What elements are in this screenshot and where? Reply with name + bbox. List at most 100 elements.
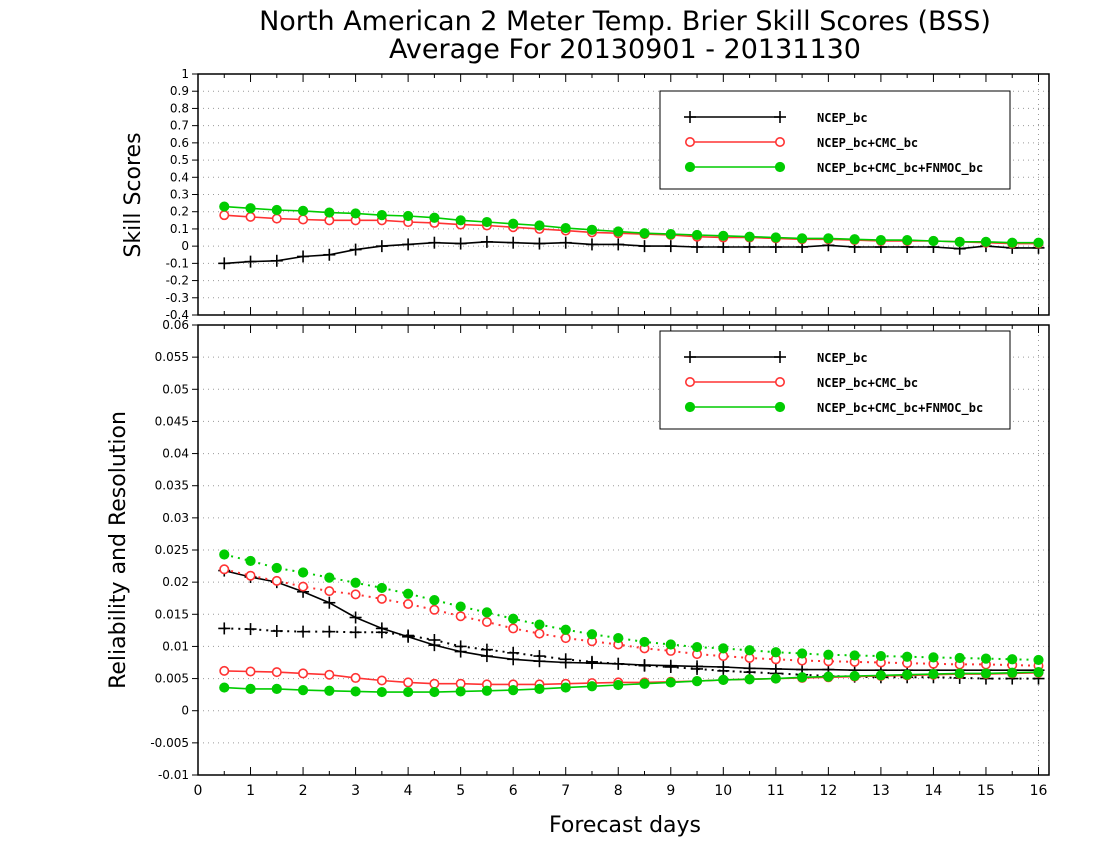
bottom-y-tick-label: 0.055 (155, 350, 189, 364)
bottom-series-2-point (324, 586, 335, 597)
bottom-series-5-point (954, 668, 965, 679)
bottom-y-tick-label: 0.06 (162, 318, 189, 332)
bottom-y-tick-label: 0.045 (155, 414, 189, 428)
top-y-tick-label: -0.4 (166, 308, 189, 322)
bottom-series-4-point (455, 601, 466, 612)
x-tick-label: 4 (404, 783, 413, 799)
bottom-legend-marker (684, 351, 696, 363)
top-series-2-point (980, 236, 992, 247)
bottom-y-tick-label: 0.035 (155, 479, 189, 493)
bottom-series-4-point (219, 549, 230, 560)
bottom-series-4-point (770, 647, 781, 658)
x-tick-label: 12 (819, 783, 837, 799)
top-series-0-point (743, 241, 756, 254)
bottom-series-5-point (1033, 667, 1044, 678)
bottom-legend-box (659, 330, 1011, 430)
bottom-series-3-point (219, 665, 230, 676)
bottom-legend-label: NCEP_bc+CMC_bc (817, 376, 918, 391)
bottom-series-5-point (297, 685, 309, 696)
bottom-y-tick-label: 0 (181, 704, 189, 718)
bottom-series-4-point (586, 629, 598, 640)
bottom-series-3-point (324, 669, 335, 680)
bottom-series-1-point (691, 662, 704, 675)
bottom-series-1-point (559, 653, 572, 666)
top-series-2-point (455, 215, 466, 226)
top-y-tick-label: 0.4 (170, 170, 189, 184)
top-series-0-point (323, 248, 336, 261)
top-series-2-point (481, 216, 493, 228)
reliability-resolution-panel: -0.01 -0.005 0 0.005 0.01 0.015 0.02 0.025 0.03 0… (150, 318, 1050, 799)
top-legend-marker (684, 137, 695, 148)
top-series-1-point (271, 213, 282, 224)
bottom-y-tick-label: 0.05 (162, 382, 189, 396)
x-tick-label: 3 (351, 783, 360, 799)
top-series-2-point (560, 222, 571, 234)
bottom-series-5-point (875, 670, 887, 681)
top-series-0-point (664, 240, 677, 253)
top-series-2-point (376, 210, 387, 221)
bottom-series-2-point (350, 589, 361, 600)
bottom-series-5-point (613, 679, 624, 691)
bottom-series-4-point (534, 619, 545, 630)
top-y-tick-label: 0.7 (170, 119, 189, 133)
top-series-0-point (218, 257, 231, 270)
bottom-series-4-point (797, 648, 808, 659)
top-series-2-point (954, 236, 965, 247)
top-y-axis-title: Skill Scores (121, 132, 146, 257)
top-series-2-point (508, 218, 519, 229)
bottom-legend-marker (774, 401, 786, 413)
top-series-2-point (718, 230, 729, 241)
top-series-0-point (638, 240, 651, 253)
bottom-series-5-point (350, 686, 361, 697)
bottom-series-4-point (481, 607, 493, 618)
top-series-2-point (928, 235, 939, 247)
bottom-series-1-point (638, 659, 651, 672)
bottom-series-4-point (297, 567, 309, 578)
bottom-series-1-point (480, 643, 493, 656)
bottom-y-axis-title: Reliability and Resolution (106, 411, 131, 689)
bottom-series-5-point (823, 671, 834, 682)
bottom-series-3-point (403, 677, 414, 688)
bottom-series-5-point (665, 677, 676, 688)
top-y-tick-label: 0.6 (170, 136, 189, 150)
bottom-series-4-point (376, 582, 387, 594)
top-series-1-point (245, 211, 256, 222)
bottom-legend-label: NCEP_bc+CMC_bc+FNMOC_bc (817, 401, 983, 416)
top-series-2-point (849, 234, 860, 245)
bottom-series-5-point (586, 681, 598, 692)
bottom-series-2-point (403, 598, 414, 609)
x-tick-label: 1 (246, 783, 255, 799)
bottom-series-5-point (219, 682, 230, 693)
bottom-legend-marker (774, 351, 786, 363)
bottom-series-5-point (1007, 667, 1018, 678)
bottom-series-4-point (744, 645, 755, 656)
bottom-series-2-point (376, 593, 387, 604)
bottom-series-3-point (429, 678, 440, 689)
bottom-series-2-point (271, 575, 282, 586)
bottom-series-4-point (1033, 654, 1044, 666)
bottom-y-tick-label: 0.015 (155, 607, 189, 621)
chart-title-line1: North American 2 Meter Temp. Brier Skill… (259, 6, 991, 37)
bottom-y-tick-label: 0.025 (155, 543, 189, 557)
top-series-2-point (219, 201, 230, 212)
bottom-series-1-point (585, 655, 598, 668)
bottom-y-tick-label: 0.03 (162, 511, 189, 525)
bottom-y-tick-label: 0.005 (155, 672, 189, 686)
bottom-series-2-point (219, 564, 230, 575)
bottom-series-5-point (639, 678, 650, 689)
x-tick-label: 14 (925, 783, 943, 799)
bottom-series-4-point (954, 652, 965, 664)
bottom-series-3-point (271, 667, 282, 678)
bottom-series-2-point (298, 581, 309, 592)
bottom-series-2-point (534, 628, 545, 639)
bottom-series-1-point (664, 661, 677, 673)
bottom-series-1-point (612, 657, 625, 670)
bottom-series-4-point (560, 624, 571, 635)
top-y-tick-label: 0 (181, 239, 189, 253)
bottom-series-3-point (376, 675, 387, 686)
bottom-series-5-point (770, 673, 781, 684)
top-series-2-point (902, 235, 913, 246)
top-series-2-point (639, 228, 650, 239)
x-tick-label: 7 (561, 783, 570, 799)
top-series-0-point (375, 240, 388, 253)
